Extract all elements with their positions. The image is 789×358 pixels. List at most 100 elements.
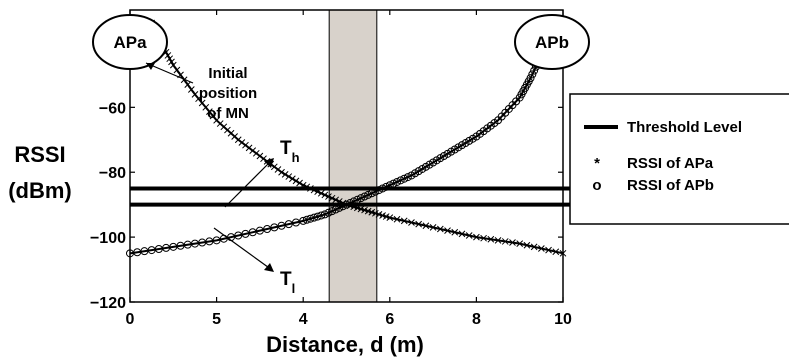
apa-marker [422,222,430,230]
apa-marker [545,246,552,254]
apa-marker [501,238,509,245]
apb-marker [338,202,347,211]
apb-marker [349,197,358,206]
apa-marker [393,215,401,223]
apa-marker [245,144,253,152]
legend-apa-label: RSSI of APa [627,155,714,172]
apa-marker [184,81,192,88]
apa-marker [296,179,303,187]
tl-arrow [213,227,273,271]
y-axis-title-line2: (dBm) [8,178,72,203]
apb-marker [389,179,398,188]
initial-position-line2: position [199,85,257,102]
series-rssi-apb [126,15,557,258]
x-tick-label: 5 [212,311,221,328]
th-arrowhead [264,158,274,168]
apa-marker [317,189,325,197]
apb-marker [396,176,405,185]
apb-marker [299,216,308,225]
apa-marker [187,86,195,93]
apa-marker [281,171,289,178]
y-tick-label: −120 [90,295,126,312]
legend-threshold-label: Threshold Level [627,119,742,136]
initial-position-line1: Initial [208,65,247,82]
apb-marker [313,212,322,221]
apa-marker [256,152,264,160]
apb-marker [320,210,329,219]
apb-marker [526,74,535,83]
apb-marker [367,189,376,198]
apa-marker [270,163,278,171]
apa-marker [292,177,300,185]
apa-marker [310,186,318,194]
apb-marker [385,181,394,190]
legend-apa-marker: * [594,155,600,172]
x-axis-title: Distance, d (m) [266,332,424,357]
apa-marker [400,217,408,225]
apb-marker [530,66,539,75]
tl-arrowhead [264,263,274,272]
apb-marker [353,195,362,204]
apb-marker [212,236,221,245]
apb-marker [371,187,380,196]
apa-marker [480,234,487,242]
apa-marker [249,147,257,154]
apa-label: APa [113,33,147,52]
x-tick-label: 6 [385,311,394,328]
apa-marker [307,185,314,192]
apa-marker [451,228,459,236]
apa-marker [415,220,423,228]
apa-marker [195,95,202,103]
handoff-region [328,9,378,303]
apb-marker [310,213,319,222]
apa-marker [325,193,332,200]
initial-position-line3: of MN [207,105,249,122]
apb-marker [324,208,333,217]
y-axis-title-line1: RSSI [14,142,65,167]
apb-marker [255,226,264,235]
apa-marker [509,239,516,246]
apa-marker [429,224,437,231]
initial-position-arrow [145,62,194,84]
legend-box [569,93,789,225]
apa-marker [164,52,172,59]
apa-marker [465,232,473,239]
apb-marker [360,192,369,201]
apb-marker [356,194,365,203]
apa-marker [516,240,524,247]
apa-marker [523,241,531,249]
apb-marker [277,221,286,230]
apa-marker [278,168,285,176]
apa-marker [252,149,260,157]
apb-marker [528,70,537,79]
apb-marker [263,225,272,233]
apa-marker [202,103,210,111]
apa-marker [537,245,545,252]
apb-marker [284,220,293,229]
apb-marker [302,215,311,224]
apb-marker [335,203,344,212]
apa-marker [191,91,199,98]
apa-marker [436,225,444,233]
apb-marker [317,211,326,220]
apa-bubble [92,14,168,70]
apb-marker [306,214,315,223]
apb-marker [241,229,250,238]
apa-marker [166,55,174,63]
apa-marker [530,243,538,251]
apa-marker [473,233,480,241]
apb-marker [331,205,340,214]
apb-marker [382,182,391,191]
x-tick-label: 4 [299,311,308,328]
apb-label: APb [535,33,569,52]
apb-marker [364,190,373,199]
apa-marker [408,219,415,226]
apa-marker [173,66,181,74]
apa-marker [314,188,321,196]
apa-marker [285,173,293,180]
x-tick-label: 8 [472,311,481,328]
apa-marker [169,61,177,69]
apa-marker [198,99,206,107]
apa-marker [299,181,307,189]
